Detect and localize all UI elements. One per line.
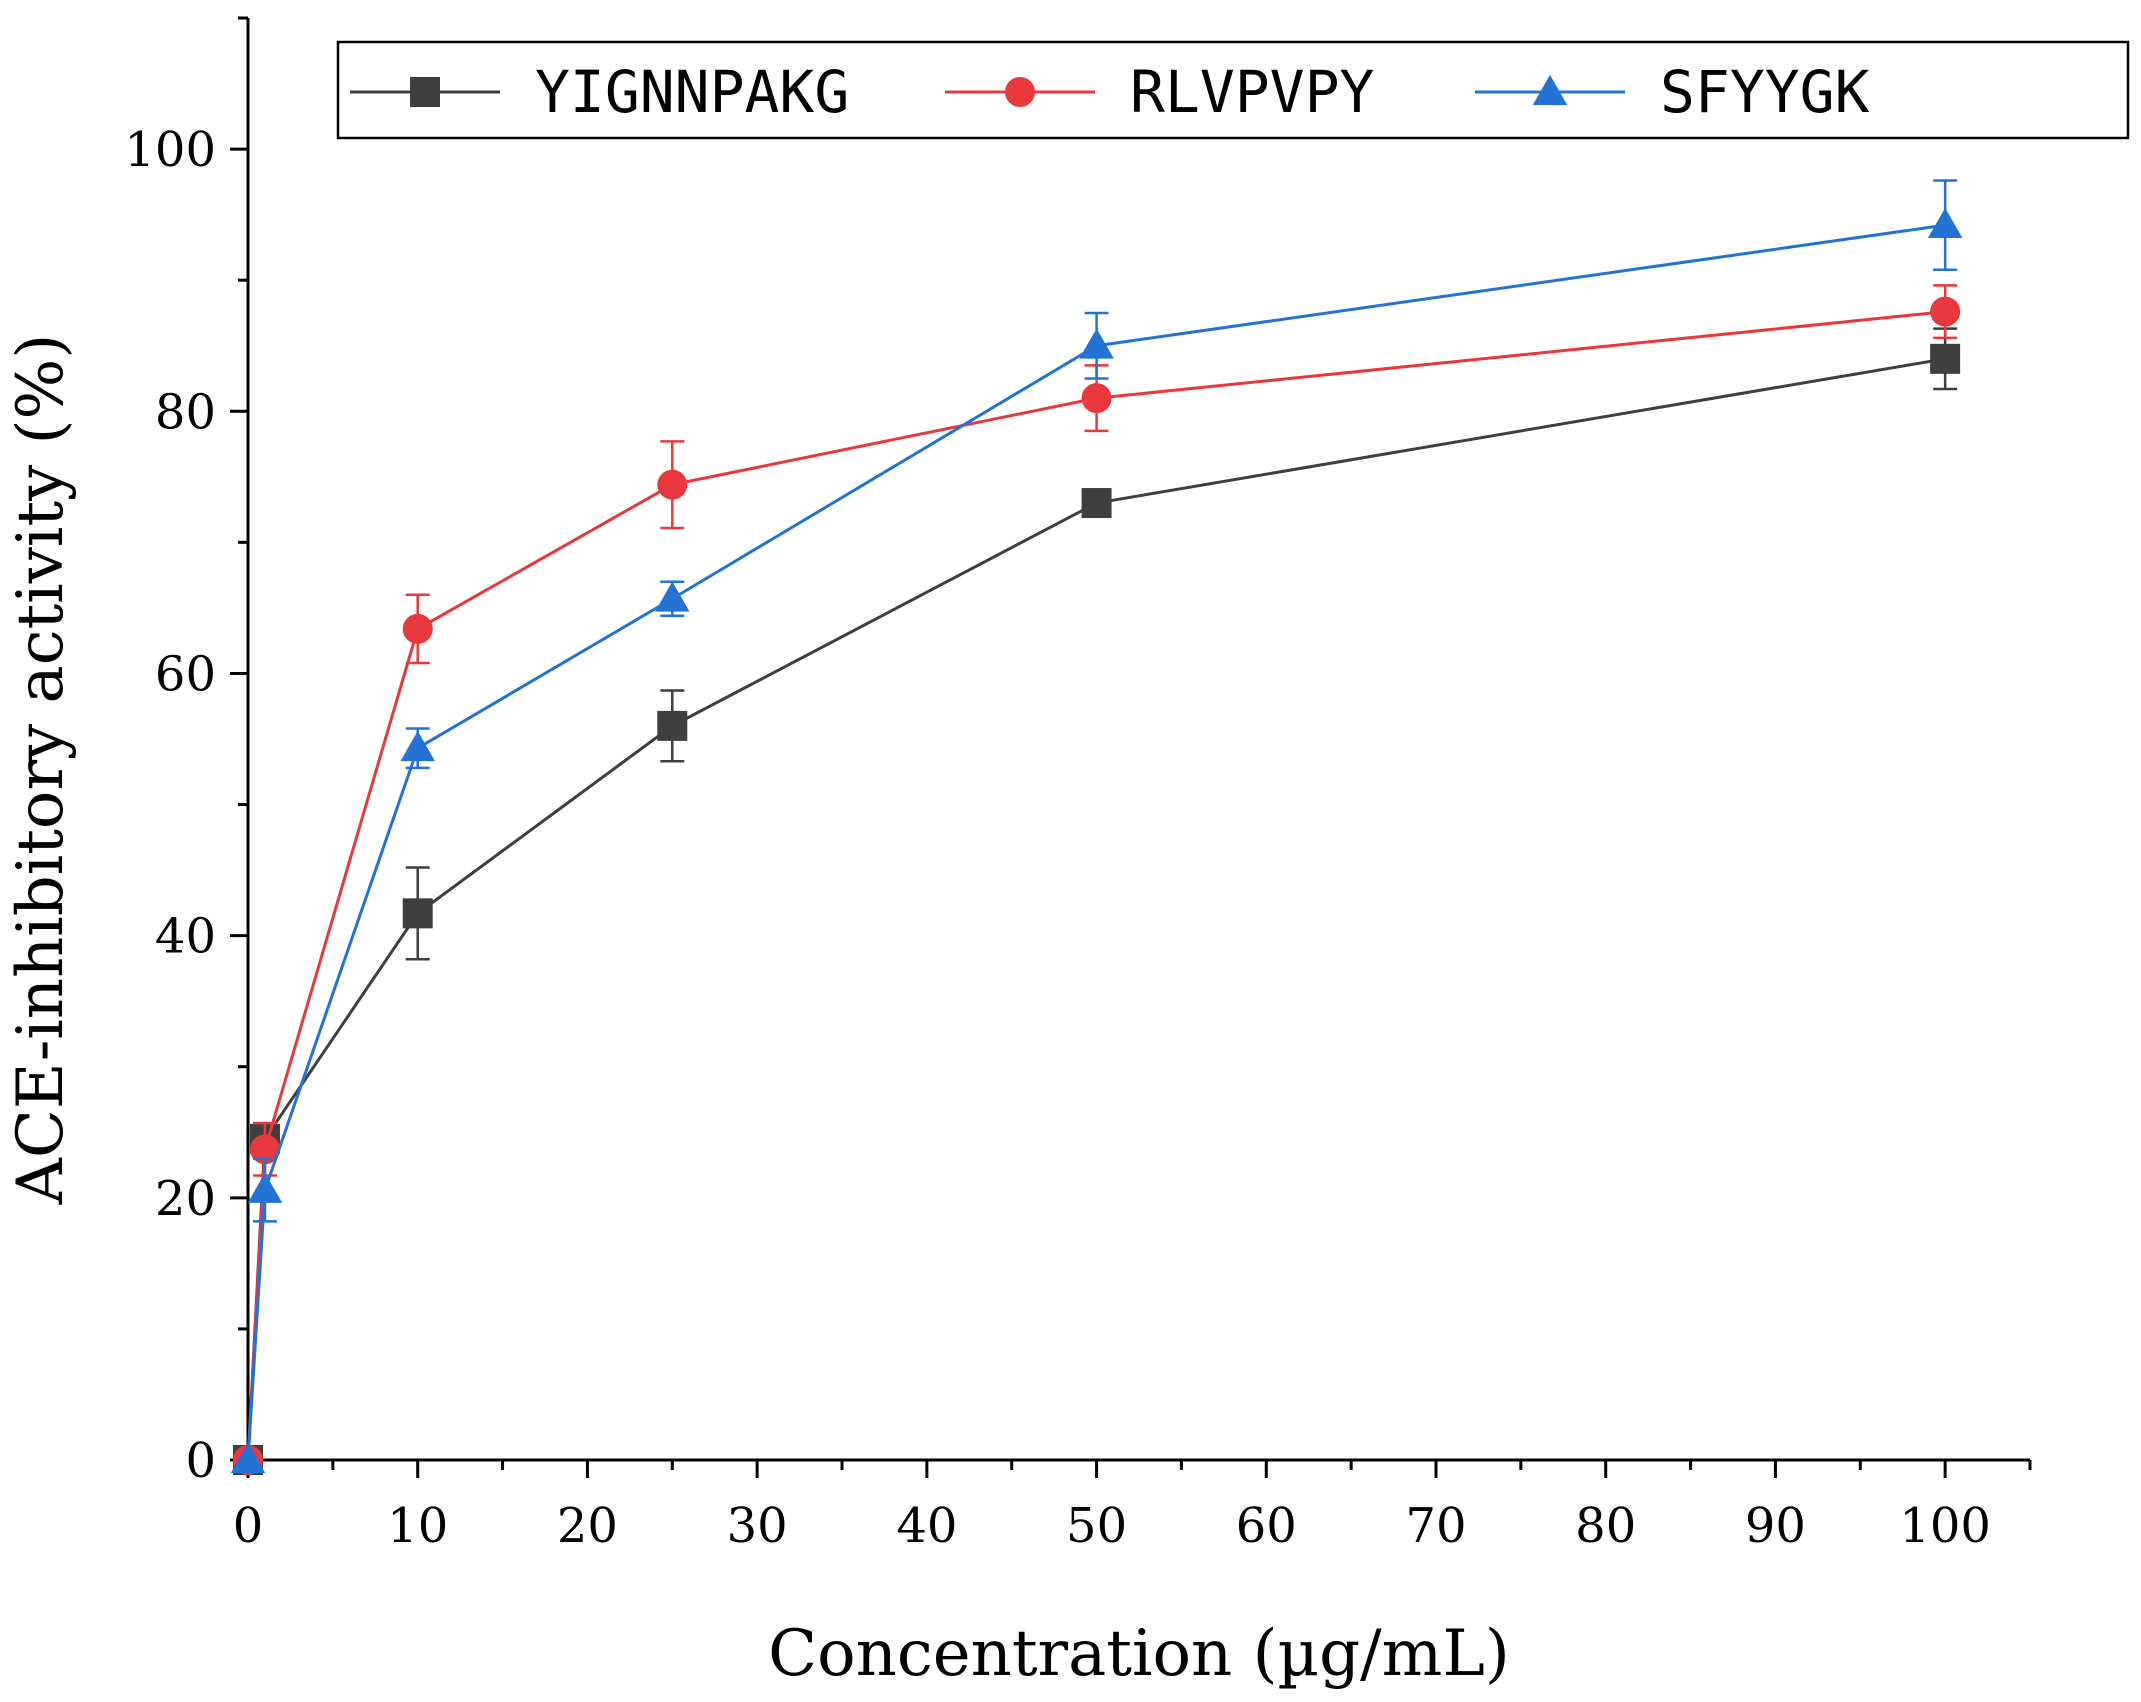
legend-marker xyxy=(410,77,440,107)
x-tick-label: 10 xyxy=(387,1498,448,1554)
data-point xyxy=(657,710,688,741)
data-point xyxy=(230,1442,266,1473)
data-point xyxy=(657,469,688,500)
data-point xyxy=(1081,488,1112,519)
legend-label: YIGNNPAKG xyxy=(535,58,849,126)
y-tick-label: 80 xyxy=(155,384,216,440)
data-point xyxy=(249,1134,280,1165)
x-tick-label: 40 xyxy=(896,1498,957,1554)
series-layer xyxy=(230,179,1963,1475)
data-point xyxy=(400,730,435,762)
x-tick-label: 90 xyxy=(1745,1498,1806,1554)
legend-box xyxy=(336,40,2130,140)
data-point xyxy=(1930,343,1961,374)
legend-entry-RLVPVPY: RLVPVPY xyxy=(945,58,1374,126)
axes: 0 10 20 30 40 50 60 70 80 90 100 0 20 40 60 80 100 xyxy=(124,16,2032,1554)
legend: YIGNNPAKG RLVPVPY SFYYGK xyxy=(336,40,2130,140)
x-axis-title: Concentration (µg/mL) xyxy=(768,1617,1510,1691)
y-tick-label: 100 xyxy=(124,122,216,178)
data-point xyxy=(1081,383,1112,414)
legend-label: RLVPVPY xyxy=(1130,58,1374,126)
legend-marker xyxy=(1005,77,1035,107)
y-tick-label: 20 xyxy=(155,1171,216,1227)
data-point xyxy=(402,898,433,929)
data-point xyxy=(1927,207,1963,239)
y-tick-label: 0 xyxy=(185,1433,216,1489)
y-tick-label: 60 xyxy=(155,646,216,702)
x-tick-label: 60 xyxy=(1236,1498,1297,1554)
series-line xyxy=(246,223,1946,1461)
x-tick-label: 50 xyxy=(1066,1498,1127,1554)
legend-entry-YIGNNPAKG: YIGNNPAKG xyxy=(350,58,849,126)
series-SFYYGK xyxy=(230,179,1963,1473)
legend-marker xyxy=(1532,74,1568,105)
x-tick-label: 30 xyxy=(727,1498,788,1554)
y-axis-title: ACE-inhibitory activity (%) xyxy=(4,334,78,1206)
x-tick-label: 80 xyxy=(1575,1498,1636,1554)
data-point xyxy=(247,1172,283,1203)
x-tick-label: 100 xyxy=(1899,1498,1991,1554)
x-tick-label: 20 xyxy=(557,1498,618,1554)
data-point xyxy=(1079,328,1114,359)
x-tick-label: 70 xyxy=(1405,1498,1466,1554)
legend-label: SFYYGK xyxy=(1660,58,1870,126)
data-point xyxy=(1930,296,1961,327)
data-point xyxy=(402,613,433,644)
y-tick-label: 40 xyxy=(155,909,216,965)
data-point xyxy=(655,581,690,612)
x-tick-label: 0 xyxy=(233,1498,264,1554)
legend-entry-SFYYGK: SFYYGK xyxy=(1475,58,1870,126)
